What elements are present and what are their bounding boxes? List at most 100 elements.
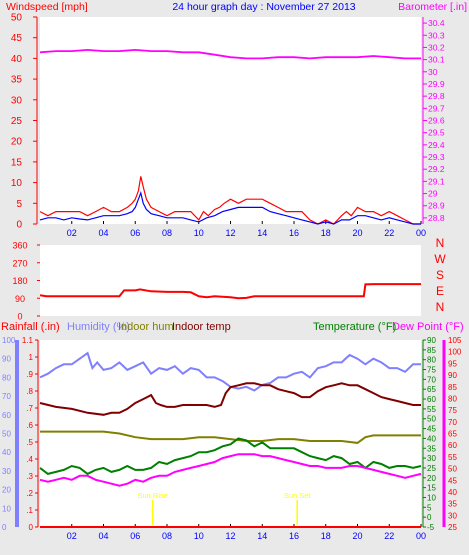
compass-label: N: [436, 236, 445, 250]
hour-tick-label: 20: [352, 531, 362, 541]
dewpoint-tick-label: 40: [448, 488, 457, 497]
rain-tick-label: .7: [26, 404, 33, 413]
barometer-tick-label: 29.7: [428, 103, 445, 113]
hour-tick-label: 06: [130, 531, 140, 541]
humidity-tick-label: 60: [2, 411, 11, 420]
dewpoint-tick-label: 55: [448, 453, 457, 462]
barometer-label: Barometer [.in]: [398, 1, 467, 13]
windspeed-tick-label: 10: [11, 178, 23, 189]
hour-tick-label: 00: [416, 531, 426, 541]
dewpoint-tick-label: 90: [448, 371, 457, 380]
temperature-label: Temperature (°F): [313, 321, 396, 333]
rain-tick-label: .1: [26, 506, 33, 515]
temperature-tick-label: 45: [427, 425, 436, 434]
graph-title: 24 hour graph day : November 27 2013: [172, 1, 355, 13]
hour-tick-label: 14: [257, 531, 267, 541]
temperature-tick-label: 15: [427, 484, 436, 493]
barometer-tick-label: 29: [428, 189, 438, 199]
barometer-tick-label: 29.2: [428, 164, 445, 174]
hour-tick-label: 22: [384, 531, 394, 541]
rain-tick-label: .9: [26, 370, 33, 379]
bottom-hour-axis: 02 04 06 08 10 12 14 16 18 20 22 00: [67, 524, 426, 541]
rainfall-label: Rainfall (.in): [1, 321, 60, 333]
hour-tick-label: 06: [130, 228, 140, 238]
humidity-label: Humidity (%): [67, 321, 130, 333]
dewpoint-tick-label: 85: [448, 383, 457, 392]
series-line-wind-direction: [39, 283, 421, 300]
windspeed-tick-label: 30: [11, 95, 23, 106]
hour-tick-label: 22: [384, 228, 394, 238]
top-series: [39, 48, 421, 225]
windspeed-axis: 0 5 10 15 20 25 30 35 40 45 50: [11, 13, 38, 231]
dewpoint-tick-label: 60: [448, 441, 457, 450]
dewpoint-tick-label: 35: [448, 500, 457, 509]
rain-tick-label: 1.1: [22, 336, 34, 345]
barometer-tick-label: 30.2: [428, 42, 445, 52]
sun-markers: Sun Rise Sun Set: [137, 491, 311, 525]
barometer-tick-label: 29.5: [428, 128, 445, 138]
barometer-tick-label: 29.9: [428, 79, 445, 89]
humidity-tick-label: 40: [2, 448, 11, 457]
temperature-tick-label: 40: [427, 434, 436, 443]
barometer-tick-label: 30.1: [428, 55, 445, 65]
dewpoint-tick-label: 50: [448, 465, 457, 474]
windspeed-tick-label: 20: [11, 137, 23, 148]
barometer-tick-label: 28.9: [428, 201, 445, 211]
hour-tick-label: 08: [162, 531, 172, 541]
barometer-tick-label: 30.3: [428, 30, 445, 40]
dewpoint-tick-label: 45: [448, 476, 457, 485]
dewpoint-tick-label: 75: [448, 406, 457, 415]
bottom-axes: 01020304050607080901000.1.2.3.4.5.6.7.8.…: [2, 336, 462, 532]
temperature-tick-label: 50: [427, 415, 436, 424]
humidity-tick-label: 70: [2, 392, 11, 401]
humidity-tick-label: 100: [2, 336, 16, 345]
direction-degree-axis: 0 90 180 270 360: [12, 241, 40, 322]
dewpoint-tick-label: 30: [448, 511, 457, 520]
series-line-humidity: [39, 351, 421, 392]
hour-tick-label: 18: [321, 531, 331, 541]
compass-label: N: [436, 300, 445, 314]
temperature-tick-label: 25: [427, 464, 436, 473]
hour-tick-label: 12: [225, 228, 235, 238]
windspeed-tick-label: 40: [11, 54, 23, 65]
dewpoint-tick-label: 100: [448, 348, 462, 357]
bottom-plot-area: [40, 340, 421, 527]
rain-tick-label: 0: [29, 523, 34, 532]
windspeed-tick-label: 0: [16, 220, 22, 231]
temperature-tick-label: 75: [427, 366, 436, 375]
temperature-tick-label: 20: [427, 474, 436, 483]
dewpoint-tick-label: 80: [448, 394, 457, 403]
barometer-tick-label: 29.8: [428, 91, 445, 101]
humidity-tick-label: 0: [2, 523, 7, 532]
barometer-tick-label: 29.4: [428, 140, 445, 150]
series-line-temperature-f: [39, 437, 422, 476]
sun-rise-marker-label: Sun Rise: [137, 491, 167, 500]
temperature-tick-label: 10: [427, 493, 436, 502]
barometer-tick-label: 30: [428, 67, 438, 77]
windspeed-tick-label: 45: [11, 33, 23, 44]
temperature-tick-label: 30: [427, 454, 436, 463]
rain-tick-label: .6: [26, 421, 33, 430]
series-line-indoor-temp: [39, 382, 421, 416]
hour-tick-label: 10: [194, 531, 204, 541]
hour-tick-label: 00: [416, 228, 426, 238]
direction-tick-label: 90: [15, 294, 25, 304]
series-line-barometer: [39, 48, 421, 60]
hour-tick-label: 20: [352, 228, 362, 238]
hour-tick-label: 10: [194, 228, 204, 238]
top-plot-area: [40, 17, 421, 224]
windspeed-tick-label: 25: [11, 116, 23, 127]
humidity-tick-label: 90: [2, 355, 11, 364]
direction-plot-area: [40, 245, 421, 316]
barometer-tick-label: 29.6: [428, 116, 445, 126]
rain-tick-label: 1: [29, 353, 34, 362]
direction-series: [39, 283, 421, 300]
temperature-tick-label: 5: [427, 503, 432, 512]
humidity-tick-label: 50: [2, 430, 11, 439]
rain-tick-label: .4: [26, 455, 33, 464]
indoor-hum-label: Indoor hum: [118, 321, 174, 333]
compass-label: E: [436, 284, 444, 298]
series-line-gust: [39, 176, 421, 225]
